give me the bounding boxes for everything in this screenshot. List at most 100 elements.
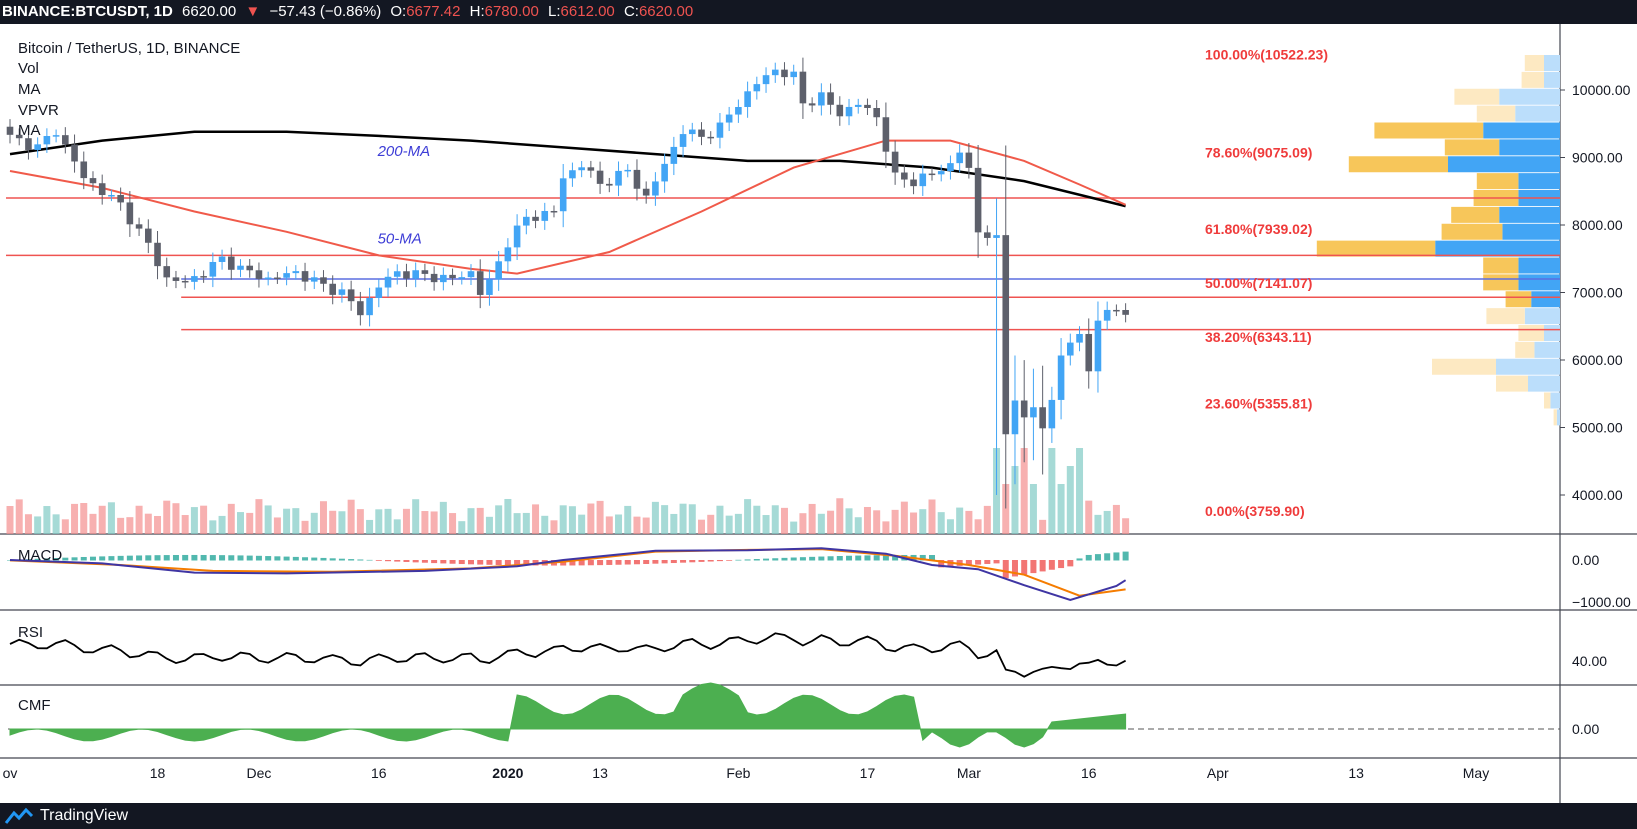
candle-body [781,69,788,78]
macd-histogram-bar [1030,560,1037,574]
macd-histogram-bar [477,560,484,565]
rsi-pane-label[interactable]: RSI [18,624,44,641]
volume-bar [338,511,346,534]
candle-body [283,273,290,278]
macd-histogram-bar [338,558,345,561]
macd-histogram-bar [624,560,631,565]
candle-body [771,69,779,76]
macd-histogram-bar [975,560,982,565]
volume-bar [762,515,770,534]
vpvr-down-bar [1521,71,1544,88]
volume-bar [98,505,106,534]
open-label: O: [390,3,407,20]
macd-histogram-bar [154,555,161,561]
candle-body [430,273,438,283]
macd-histogram-bar [394,560,401,562]
volume-bar [522,512,530,534]
macd-histogram-bar [1021,560,1028,575]
macd-histogram-bar [984,560,991,564]
macd-histogram-bar [726,560,733,561]
macd-histogram-bar [772,558,779,561]
macd-histogram-bar [136,555,143,561]
candle-body [476,271,484,295]
fib-level-label: 61.80%(7939.02) [1205,221,1312,237]
volume-bar [873,510,881,534]
candle-body [135,224,143,229]
candle-body [910,179,917,187]
vpvr-down-bar [1515,341,1535,358]
candle-body [264,277,272,280]
volume-bar [845,508,853,534]
macd-histogram-bar [744,559,751,561]
candle-body [117,194,124,203]
macd-histogram-bar [1076,558,1083,561]
candle-body [1067,342,1074,356]
volume-bar [900,501,908,534]
vpvr-up-bar [1502,223,1560,240]
low-label: L: [548,3,561,20]
candle-body [163,266,171,278]
macd-histogram-bar [1122,551,1129,561]
volume-bar [688,504,696,534]
cmf-pane-label[interactable]: CMF [18,697,51,714]
candle-body [993,235,1000,238]
candle-body [873,108,880,118]
vpvr-down-bar [1483,274,1519,291]
symbol-name[interactable]: BINANCE:BTCUSDT, 1D [2,3,173,20]
macd-histogram-bar [606,560,613,565]
volume-bar [439,501,447,534]
volume-bar [578,514,586,534]
candle-body [375,287,383,298]
volume-bar [24,514,32,534]
macd-histogram-bar [965,560,972,566]
candle-body [292,271,300,274]
candle-body [578,167,585,171]
macd-histogram-bar [846,555,853,561]
macd-histogram-bar [716,560,723,562]
candle-body [89,178,97,184]
candle-body [52,135,60,137]
volume-bar [430,511,438,534]
candle-body [956,152,963,164]
candle-body [357,301,364,316]
volume-bar [144,513,152,534]
macd-histogram-bar [1058,560,1065,569]
macd-histogram-bar [117,555,124,561]
chart-canvas[interactable]: 100.00%(10522.23) 78.60%(9075.09) 61.80%(7… [0,24,1637,803]
legend-item-vpvr[interactable]: VPVR [18,102,59,119]
candle-body [227,256,235,270]
candle-body [559,178,567,212]
macd-histogram-bar [1094,554,1101,561]
vpvr-down-bar [1483,257,1519,274]
legend-item-ma-200[interactable]: MA [18,122,41,139]
volume-bar [1011,466,1019,534]
time-axis-label: 13 [1348,765,1364,781]
volume-bar [919,509,927,534]
volume-bar [301,520,309,534]
cmf-area [9,682,1127,748]
volume-bar [310,512,318,534]
legend-item-ma[interactable]: MA [18,81,41,98]
vpvr-down-bar [1476,173,1519,190]
volume-bar [956,507,964,534]
ma-50-line [9,139,1127,275]
candle-body [98,183,106,196]
candle-body [274,277,281,280]
macd-pane-label[interactable]: MACD [18,547,63,564]
vpvr-up-bar [1499,206,1560,223]
candle-body [126,202,134,225]
macd-histogram-bar [633,560,640,565]
candle-body [827,92,834,105]
candle-body [532,216,539,221]
macd-histogram-bar [412,560,419,563]
candle-body [716,122,724,138]
candle-body [504,247,512,262]
macd-histogram-bar [836,555,843,561]
tradingview-logo-icon [4,807,34,824]
candle-body [412,270,419,279]
footer-brand[interactable]: TradingView [40,807,129,824]
candle-body [541,210,549,221]
vpvr-down-bar [1454,88,1500,105]
vpvr-up-bar [1496,358,1560,375]
legend-item-vol[interactable]: Vol [18,60,39,77]
